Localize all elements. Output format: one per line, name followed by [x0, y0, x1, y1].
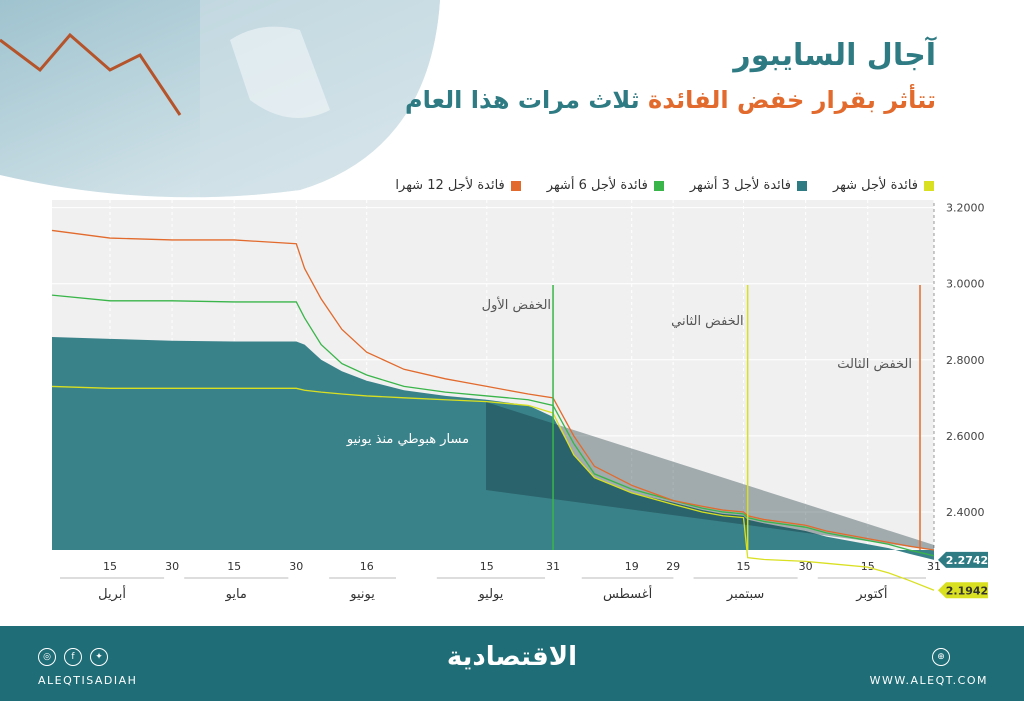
social-handle: ALEQTISADIAH — [38, 674, 138, 687]
legend-swatch-six-months — [653, 180, 664, 191]
end-value-label: 2.2742 — [946, 554, 988, 567]
x-tick-label: 30 — [165, 560, 179, 573]
cut-label: الخفض الثاني — [671, 314, 744, 329]
legend-item-three-months: فائدة لأجل 3 أشهر — [690, 178, 807, 193]
instagram-icon[interactable]: ◎ — [38, 648, 56, 666]
cut-label: الخفض الثالث — [837, 357, 912, 372]
month-label: مايو — [225, 587, 247, 602]
hero-image — [0, 0, 440, 198]
legend-item-one-month: فائدة لأجل شهر — [833, 178, 934, 193]
website-link[interactable]: WWW.ALEQT.COM — [869, 674, 988, 687]
legend-swatch-three-months — [796, 180, 807, 191]
legend-swatch-twelve-months — [510, 180, 521, 191]
x-tick-label: 15 — [103, 560, 117, 573]
subtitle-rest: ثلاث مرات هذا العام — [405, 86, 640, 114]
legend-item-six-months: فائدة لأجل 6 أشهر — [547, 178, 664, 193]
legend-item-twelve-months: فائدة لأجل 12 شهرا — [395, 178, 521, 193]
month-label: يونيو — [349, 587, 375, 602]
x-tick-label: 30 — [289, 560, 303, 573]
legend-label: فائدة لأجل 12 شهرا — [395, 178, 505, 193]
y-tick-label: 3.0000 — [946, 278, 985, 291]
legend-swatch-one-month — [924, 180, 934, 191]
series-line-six_months — [51, 294, 935, 557]
x-tick-label: 15 — [480, 560, 494, 573]
series-line-twelve_months — [51, 229, 935, 551]
x-tick-label: 15 — [737, 560, 751, 573]
subtitle-accent: تتأثر بقرار خفض الفائدة — [648, 86, 936, 114]
legend-label: فائدة لأجل 3 أشهر — [689, 178, 791, 193]
downtrend-channel — [486, 402, 934, 550]
x-tick-label: 30 — [799, 560, 813, 573]
legend-label: فائدة لأجل شهر — [832, 178, 918, 193]
x-tick-label: 29 — [666, 560, 680, 573]
cut-label: الخفض الأول — [482, 296, 551, 313]
brand-logo: الاقتصادية — [446, 642, 578, 672]
page-subtitle: تتأثر بقرار خفض الفائدة ثلاث مرات هذا ال… — [405, 86, 936, 114]
legend-label: فائدة لأجل 6 أشهر — [546, 178, 648, 193]
area-three-months — [52, 336, 934, 560]
x-tick-label: 31 — [927, 560, 941, 573]
y-tick-label: 2.6000 — [946, 430, 985, 443]
month-label: سبتمبر — [726, 587, 764, 602]
month-label: أبريل — [98, 585, 126, 602]
end-value-badge — [938, 551, 988, 568]
chart-legend: فائدة لأجل شهر فائدة لأجل 3 أشهر فائدة ل… — [395, 178, 934, 193]
facebook-icon[interactable]: f — [64, 648, 82, 666]
series-line-one_month — [51, 385, 935, 591]
web-icon: ⊕ — [932, 648, 950, 666]
month-label: أكتوبر — [855, 585, 887, 602]
x-tick-label: 19 — [625, 560, 639, 573]
y-tick-label: 3.2000 — [946, 202, 985, 215]
y-tick-label: 2.8000 — [946, 354, 985, 367]
x-tick-label: 15 — [227, 560, 241, 573]
end-value-label: 2.1942 — [946, 584, 988, 597]
month-label: أغسطس — [603, 585, 652, 602]
saibor-chart: 3.2000 3.0000 2.8000 2.6000 2.4000 15 30 15 30 16… — [51, 200, 988, 602]
end-value-badge — [938, 582, 988, 599]
page-title: آجال السايبور — [733, 38, 936, 73]
y-tick-label: 2.4000 — [946, 506, 985, 519]
social-links: ◎ f ✦ — [38, 648, 108, 666]
x-tick-label: 31 — [546, 560, 560, 573]
x-tick-label: 16 — [360, 560, 374, 573]
channel-label: مسار هبوطي منذ يونيو — [346, 432, 469, 447]
twitter-icon[interactable]: ✦ — [90, 648, 108, 666]
footer: ◎ f ✦ ALEQTISADIAH الاقتصادية ⊕ WWW.ALEQ… — [0, 626, 1024, 701]
month-label: يوليو — [477, 587, 503, 602]
